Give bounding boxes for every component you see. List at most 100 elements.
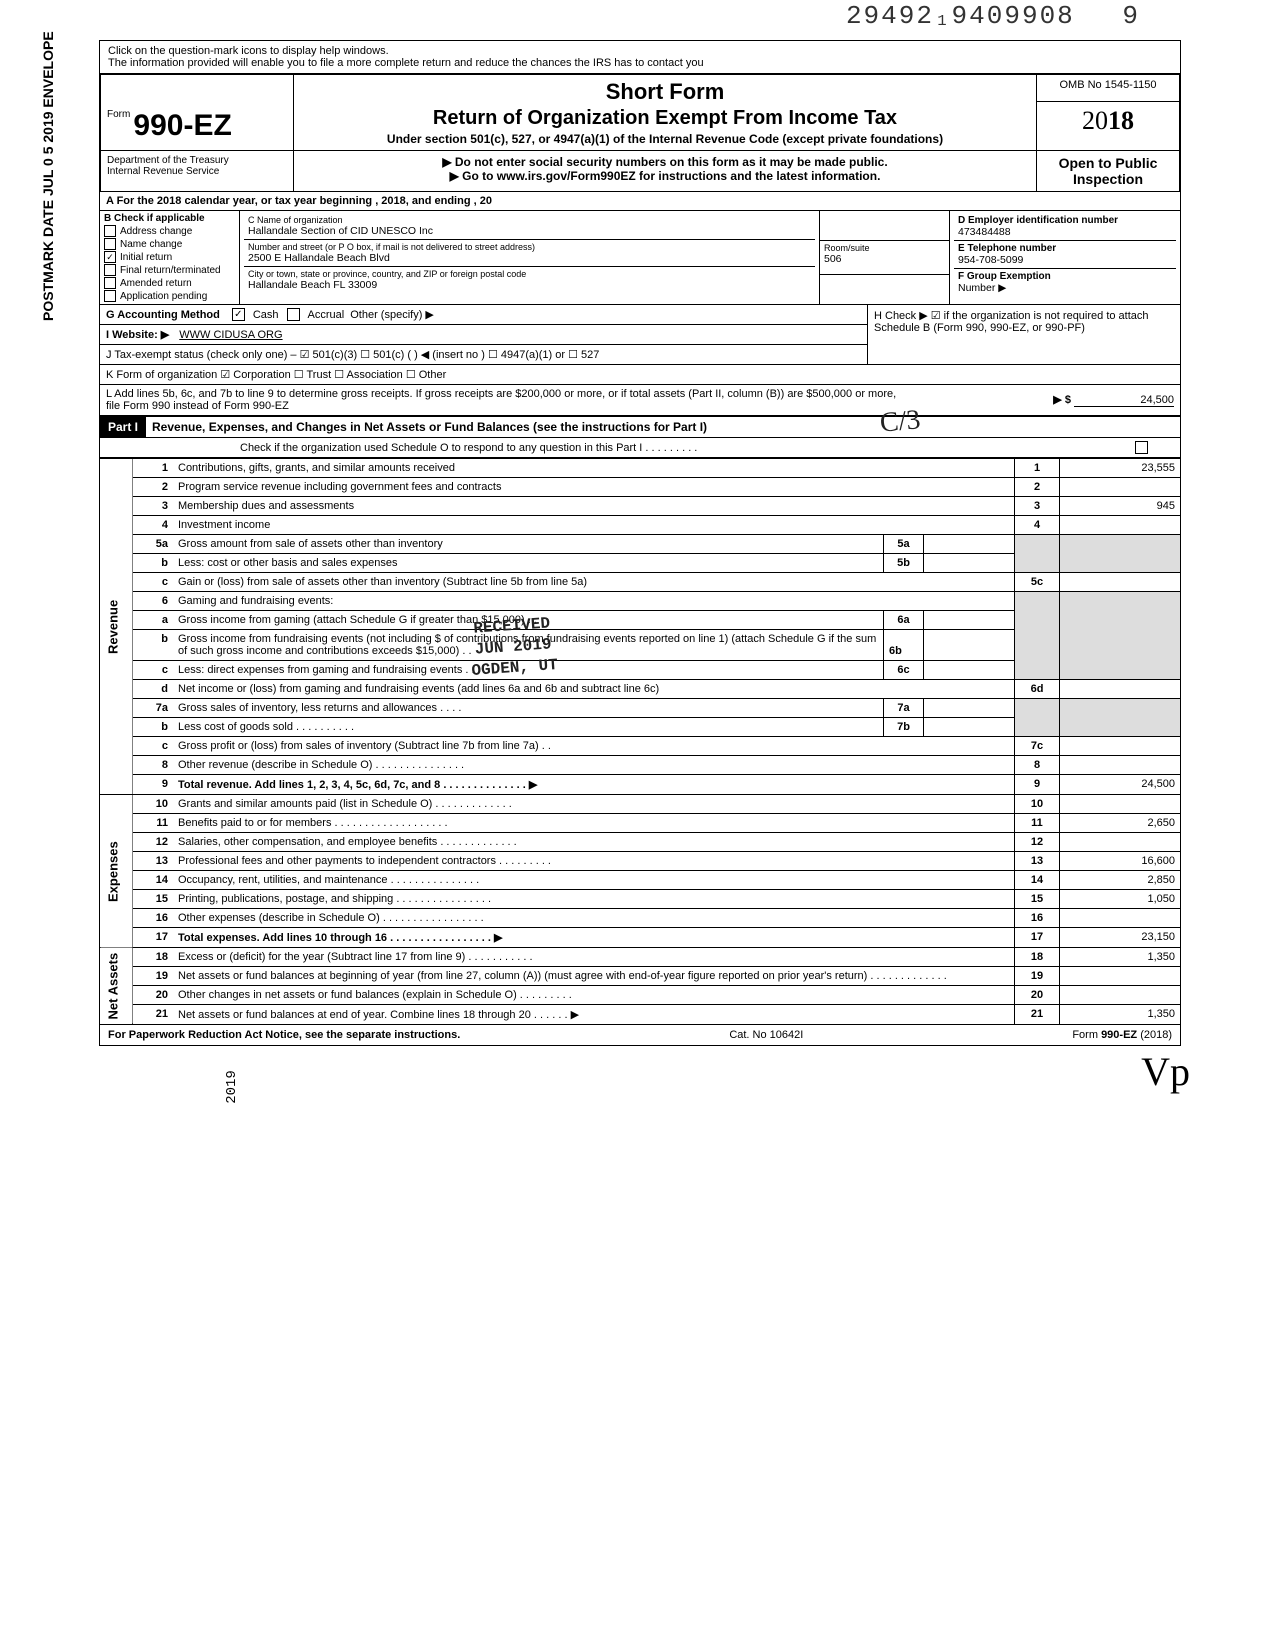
def-column: D Employer identification number 4734844… <box>950 211 1180 304</box>
signature: Vp <box>1141 1048 1190 1095</box>
ln-7a-n: 7a <box>133 699 174 718</box>
shaded-7v <box>1060 699 1181 737</box>
l-value: 24,500 <box>1074 394 1174 407</box>
chk-schedule-o[interactable] <box>1135 441 1148 454</box>
ln-7c-v <box>1060 737 1181 756</box>
ln-10-t: Grants and similar amounts paid (list in… <box>173 795 1015 814</box>
part1-row: Part I Revenue, Expenses, and Changes in… <box>100 416 1180 438</box>
b-header: B Check if applicable <box>104 213 235 224</box>
chk-initial[interactable]: ✓ <box>104 251 116 263</box>
dept-1: Department of the Treasury <box>107 155 287 166</box>
form-id: 990-EZ <box>133 109 231 142</box>
part1-check-text: Check if the organization used Schedule … <box>240 442 697 454</box>
g-accrual: Accrual <box>308 309 345 321</box>
ln-21-n: 21 <box>133 1005 174 1025</box>
chk-address[interactable] <box>104 225 116 237</box>
ln-4-v <box>1060 516 1181 535</box>
ln-1-n: 1 <box>133 459 174 478</box>
hint-box: Click on the question-mark icons to disp… <box>100 41 1180 74</box>
section-a: A For the 2018 calendar year, or tax yea… <box>100 192 1180 211</box>
ln-2-c: 2 <box>1015 478 1060 497</box>
ln-11-t: Benefits paid to or for members . . . . … <box>173 814 1015 833</box>
dln-trail: 9 <box>1122 1 1140 31</box>
b-item-2: Initial return <box>120 252 172 263</box>
room-column: Room/suite 506 <box>820 211 950 304</box>
side-revenue: Revenue <box>100 459 133 795</box>
ln-7b-in: 7b <box>884 718 924 736</box>
ln-14-v: 2,850 <box>1060 871 1181 890</box>
ln-16-t: Other expenses (describe in Schedule O) … <box>173 909 1015 928</box>
chk-final[interactable] <box>104 264 116 276</box>
d-label: D Employer identification number <box>958 215 1172 226</box>
handwriting-c3: C/3 <box>879 404 922 439</box>
ln-1-t: Contributions, gifts, grants, and simila… <box>173 459 1015 478</box>
omb-cell: OMB No 1545-1150 <box>1037 75 1180 102</box>
part1-label: Part I <box>100 417 146 437</box>
website: WWW CIDUSA ORG <box>179 329 282 341</box>
b-item-3: Final return/terminated <box>120 265 221 276</box>
c-column: C Name of organization Hallandale Sectio… <box>240 211 820 304</box>
e-label: E Telephone number <box>958 243 1172 254</box>
ln-6c-cell: Less: direct expenses from gaming and fu… <box>173 661 1015 680</box>
ln-6a-n: a <box>133 611 174 630</box>
ln-20-t: Other changes in net assets or fund bala… <box>173 986 1015 1005</box>
b-column: B Check if applicable Address change Nam… <box>100 211 240 304</box>
ln-18-t: Excess or (deficit) for the year (Subtra… <box>173 948 1015 967</box>
ln-11-n: 11 <box>133 814 174 833</box>
ln-11-v: 2,650 <box>1060 814 1181 833</box>
ln-12-n: 12 <box>133 833 174 852</box>
b-item-4: Amended return <box>120 278 192 289</box>
chk-amended[interactable] <box>104 277 116 289</box>
main-table: Revenue 1 Contributions, gifts, grants, … <box>100 458 1180 1024</box>
b-item-5: Application pending <box>120 291 207 302</box>
ln-18-n: 18 <box>133 948 174 967</box>
room-label: Room/suite <box>824 243 945 253</box>
chk-pending[interactable] <box>104 290 116 302</box>
footer-mid: Cat. No 10642I <box>729 1029 803 1041</box>
c-label: C Name of organization <box>248 215 811 225</box>
f-label: F Group Exemption <box>958 271 1172 282</box>
ln-5a-t: Gross amount from sale of assets other t… <box>173 535 884 553</box>
ln-6d-v <box>1060 680 1181 699</box>
l-arrow: ▶ $ <box>1053 394 1071 406</box>
side-expenses: Expenses <box>100 795 133 948</box>
org-name: Hallandale Section of CID UNESCO Inc <box>248 225 811 237</box>
ln-21-t: Net assets or fund balances at end of ye… <box>173 1005 1015 1025</box>
ln-12-t: Salaries, other compensation, and employ… <box>173 833 1015 852</box>
ln-6a-t: Gross income from gaming (attach Schedul… <box>173 611 884 629</box>
ln-16-n: 16 <box>133 909 174 928</box>
chk-name[interactable] <box>104 238 116 250</box>
b-item-0: Address change <box>120 226 192 237</box>
ln-9-t: Total revenue. Add lines 1, 2, 3, 4, 5c,… <box>173 775 1015 795</box>
f-num: Number ▶ <box>958 282 1172 294</box>
ln-17-t: Total expenses. Add lines 10 through 16 … <box>173 928 1015 948</box>
g-cash: Cash <box>253 309 279 321</box>
ln-8-n: 8 <box>133 756 174 775</box>
chk-accrual[interactable] <box>287 308 300 321</box>
postmark-vertical: POSTMARK DATE JUL 0 5 2019 ENVELOPE <box>40 31 56 321</box>
hand-2019: 2019 <box>224 1070 240 1104</box>
ln-6d-t: Net income or (loss) from gaming and fun… <box>173 680 1015 699</box>
link: ▶ Go to www.irs.gov/Form990EZ for instru… <box>300 169 1030 183</box>
open-1: Open to Public <box>1043 155 1173 171</box>
dept-2: Internal Revenue Service <box>107 166 287 177</box>
ln-2-n: 2 <box>133 478 174 497</box>
ln-12-v <box>1060 833 1181 852</box>
main-title: Return of Organization Exempt From Incom… <box>300 105 1030 132</box>
ln-8-t: Other revenue (describe in Schedule O) .… <box>173 756 1015 775</box>
ln-7a-in: 7a <box>884 699 924 717</box>
ln-19-t: Net assets or fund balances at beginning… <box>173 967 1015 986</box>
city-label: City or town, state or province, country… <box>248 269 811 279</box>
part1-title: Revenue, Expenses, and Changes in Net As… <box>146 417 713 437</box>
ln-6c-in: 6c <box>884 661 924 679</box>
short-form: Short Form <box>300 79 1030 105</box>
shaded-5 <box>1015 535 1060 573</box>
ln-7b-cell: Less cost of goods sold . . . . . . . . … <box>173 718 1015 737</box>
warn: ▶ Do not enter social security numbers o… <box>300 155 1030 169</box>
ln-5a-cell: Gross amount from sale of assets other t… <box>173 535 1015 554</box>
j-line: J Tax-exempt status (check only one) – ☑… <box>100 345 867 364</box>
hint-line-2: The information provided will enable you… <box>108 57 1172 69</box>
ln-14-t: Occupancy, rent, utilities, and maintena… <box>173 871 1015 890</box>
chk-cash[interactable]: ✓ <box>232 308 245 321</box>
part1-check: Check if the organization used Schedule … <box>100 438 1180 458</box>
